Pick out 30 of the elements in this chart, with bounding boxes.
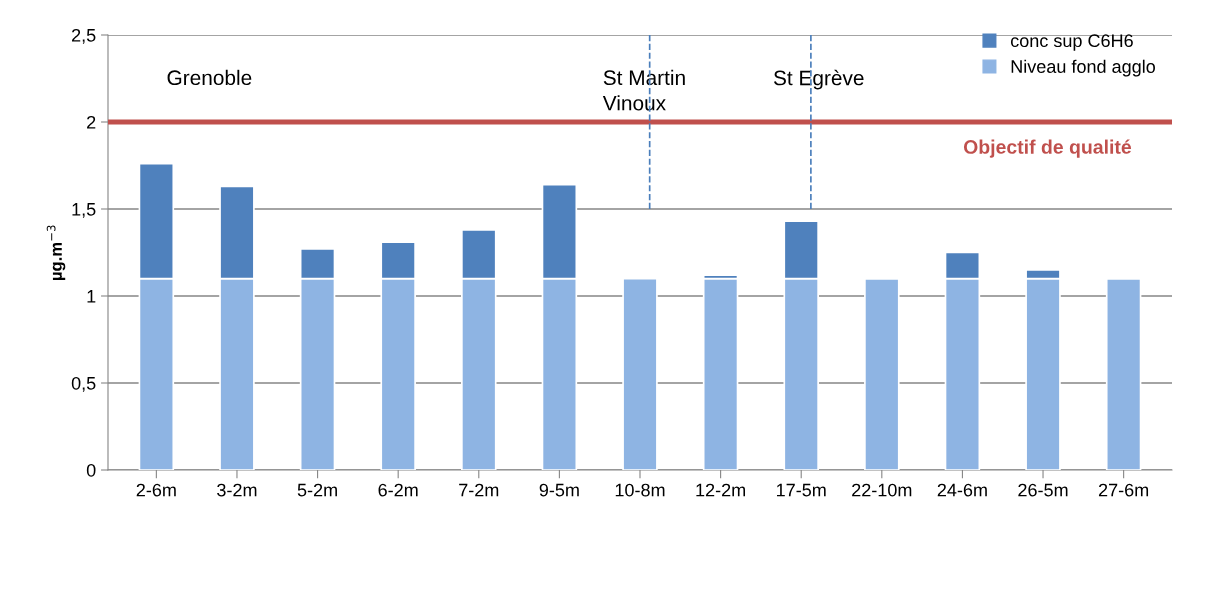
legend-label: Niveau fond agglo	[1011, 59, 1155, 77]
x-tick-label: 27-6m	[1098, 483, 1149, 497]
y-tick-label: 0,5	[71, 376, 96, 392]
x-tick-label: 6-2m	[378, 483, 418, 497]
bar	[702, 277, 739, 470]
x-tick-label: 2-6m	[136, 483, 176, 497]
bar	[1105, 277, 1142, 470]
x-tick-label: 26-5m	[1018, 483, 1068, 497]
x-tick-label: 9-5m	[539, 483, 579, 497]
x-tick-label: 24-6m	[937, 483, 987, 497]
bar	[622, 277, 658, 470]
y-tick-label: 2,5	[72, 28, 96, 44]
x-tick-label: 10-8m	[615, 483, 665, 497]
annotation: St Martin Vinoux	[602, 69, 685, 111]
x-tick-label: 5-2m	[297, 483, 337, 497]
x-tick-label: 3-2m	[217, 483, 257, 497]
legend-label: conc sup C6H6	[1010, 34, 1133, 51]
x-tick-label: 22-10m	[852, 483, 912, 497]
annotation: Grenoble	[167, 69, 252, 86]
x-tick-label: 12-2m	[696, 483, 746, 497]
bar	[864, 277, 900, 470]
y-axis-title: µg.m$^{−3}$	[46, 225, 66, 280]
y-tick-label: 1	[87, 290, 96, 303]
x-tick-label: 17-5m	[777, 483, 826, 497]
x-tick-label: 7-2m	[459, 483, 499, 497]
annotation: St Egrève	[773, 69, 864, 90]
ref-line-label: Objectif de qualité	[963, 139, 1132, 158]
y-tick-label: 0	[86, 463, 96, 477]
y-tick-label: 2	[87, 115, 96, 129]
y-tick-label: 1,5	[72, 203, 96, 218]
